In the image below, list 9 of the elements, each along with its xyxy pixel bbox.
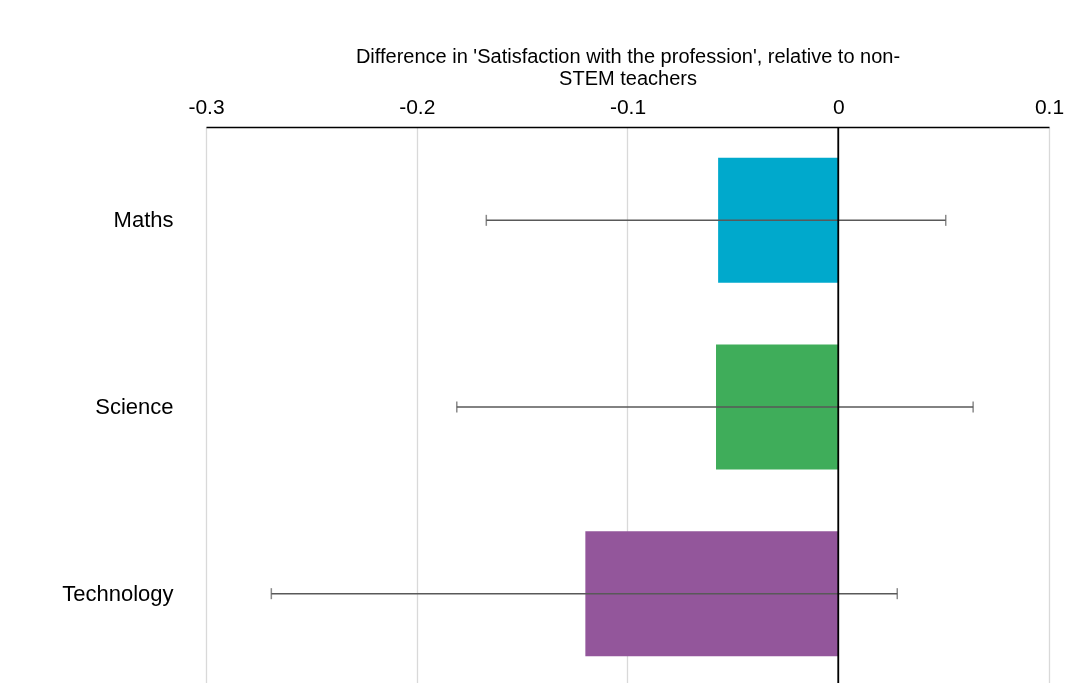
x-tick-label: 0 (832, 94, 845, 118)
x-tick-label: 0.1 (1034, 94, 1065, 118)
x-tick-label: -0.3 (188, 94, 225, 118)
y-tick-label: Maths (113, 207, 174, 233)
x-axis-title: Difference in 'Satisfaction with the profession', relative to non-STEM teachers (355, 44, 901, 89)
x-tick-label: -0.2 (399, 94, 436, 118)
y-tick-label: Technology (62, 580, 174, 606)
y-tick-label: Science (95, 394, 174, 419)
x-tick-label: -0.1 (609, 94, 647, 118)
